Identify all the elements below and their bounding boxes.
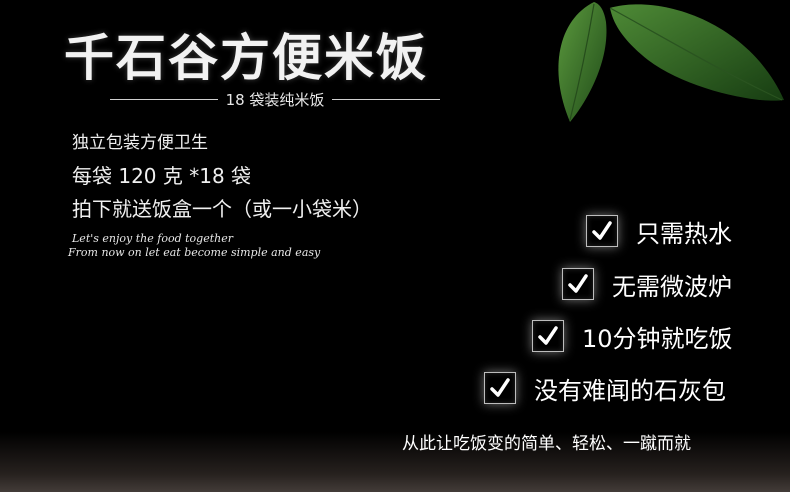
feature-label: 没有难闻的石灰包: [534, 376, 726, 405]
product-title: 千石谷方便米饭: [64, 29, 428, 87]
checkmark-icon: [484, 372, 516, 404]
spec-gift: 拍下就送饭盒一个（或一小袋米）: [72, 197, 372, 221]
feature-hot-water: 只需热水: [586, 211, 732, 251]
checkmark-icon: [586, 215, 618, 247]
subtitle-line-left: [110, 98, 218, 100]
subtitle-line-right: [332, 98, 441, 100]
feature-ten-minutes: 10分钟就吃饭: [532, 316, 733, 356]
script-line-1: Let's enjoy the food together: [72, 232, 233, 245]
leaves-decoration: [558, 2, 784, 122]
feature-no-lime-pack: 没有难闻的石灰包: [484, 368, 726, 408]
leaf-left: [558, 2, 607, 122]
spec-packaging: 独立包装方便卫生: [72, 133, 208, 153]
bottom-glow: [0, 432, 790, 492]
leaf-right: [610, 4, 784, 101]
feature-label: 10分钟就吃饭: [582, 324, 733, 353]
script-line-2: From now on let eat become simple and ea…: [68, 246, 321, 259]
tagline: 从此让吃饭变的简单、轻松、一蹴而就: [402, 434, 691, 454]
subtitle-row: 18 袋装纯米饭: [110, 88, 441, 110]
feature-label: 无需微波炉: [612, 272, 732, 301]
subtitle: 18 袋装纯米饭: [225, 90, 325, 109]
checkmark-icon: [562, 268, 594, 300]
spec-weight: 每袋 120 克 *18 袋: [72, 164, 252, 188]
feature-no-microwave: 无需微波炉: [562, 264, 732, 304]
checkmark-icon: [532, 320, 564, 352]
feature-label: 只需热水: [636, 219, 732, 248]
